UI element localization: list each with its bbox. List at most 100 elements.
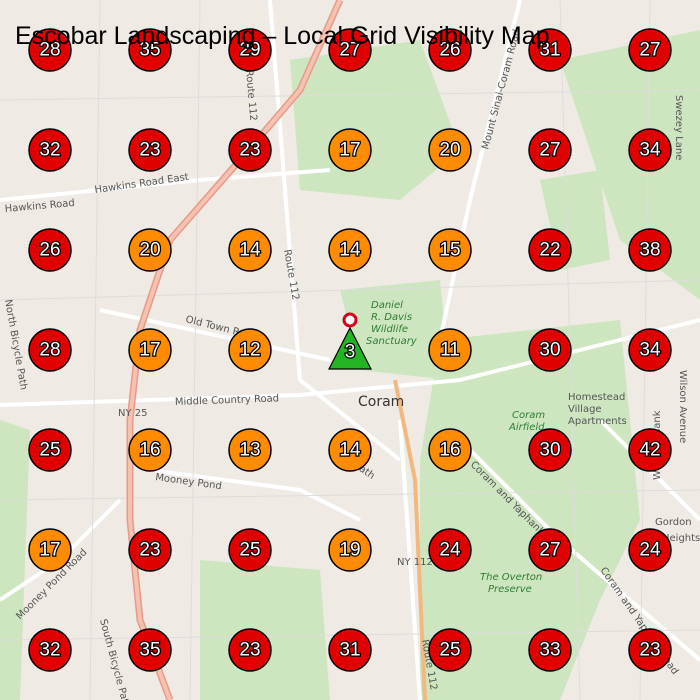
rank-marker — [28, 228, 72, 272]
grid-cell: 33 — [528, 628, 572, 672]
rank-label: 17 — [139, 340, 160, 361]
grid-cell: 17 — [328, 128, 372, 172]
rank-marker — [428, 428, 472, 472]
grid-cell: 31 — [528, 28, 572, 72]
rank-label: 26 — [439, 40, 460, 61]
map-label: Wildlife — [371, 324, 408, 335]
rank-marker — [128, 28, 172, 72]
rank-label: 28 — [39, 340, 60, 361]
rank-label: 32 — [39, 140, 60, 161]
grid-cell: 15 — [428, 228, 472, 272]
grid-cell: 29 — [228, 28, 272, 72]
rank-marker — [228, 228, 272, 272]
rank-label: 25 — [439, 640, 460, 661]
grid-cell: 16 — [128, 428, 172, 472]
rank-label: 31 — [339, 640, 360, 661]
rank-marker — [28, 328, 72, 372]
rank-label: 20 — [439, 140, 460, 161]
rank-label: 25 — [239, 540, 260, 561]
rank-marker — [428, 28, 472, 72]
grid-cell: 20 — [428, 128, 472, 172]
rank-label: 33 — [539, 640, 560, 661]
rank-label: 30 — [539, 340, 560, 361]
map-label: Homestead — [568, 392, 625, 403]
rank-marker — [628, 628, 672, 672]
rank-marker — [128, 628, 172, 672]
map-title: Escobar Landscaping – Local Grid Visibil… — [15, 22, 550, 50]
rank-marker — [428, 128, 472, 172]
grid-cell: 26 — [28, 228, 72, 272]
grid-cell: 25 — [28, 428, 72, 472]
map-label: Preserve — [488, 584, 532, 595]
rank-label: 14 — [339, 440, 361, 461]
rank-marker — [528, 628, 572, 672]
grid-markers: 28 35 29 27 26 31 27 32 23 23 17 20 27 34 26 20 14 14 15 22… — [28, 28, 672, 672]
rank-label: 26 — [39, 240, 60, 261]
rank-marker — [428, 228, 472, 272]
rank-label: 22 — [539, 240, 560, 261]
grid-cell: 14 — [328, 428, 372, 472]
grid-cell: 24 — [628, 528, 672, 572]
grid-cell: 30 — [528, 428, 572, 472]
rank-marker — [328, 228, 372, 272]
map-label: Route 112 — [243, 69, 258, 121]
rank-label: 35 — [139, 640, 160, 661]
rank-marker — [228, 628, 272, 672]
rank-marker — [528, 328, 572, 372]
rank-label: 28 — [39, 40, 60, 61]
grid-cell: 24 — [428, 528, 472, 572]
grid-cell: 3 — [328, 326, 372, 370]
grid-cell: 35 — [128, 28, 172, 72]
rank-label: 11 — [440, 340, 460, 361]
rank-label: 32 — [39, 640, 60, 661]
map-label: Village — [568, 404, 602, 415]
rank-label: 30 — [539, 440, 560, 461]
grid-cell: 42 — [628, 428, 672, 472]
rank-marker — [228, 428, 272, 472]
rank-marker — [628, 328, 672, 372]
grid-cell: 30 — [528, 328, 572, 372]
rank-label: 24 — [439, 540, 461, 561]
rank-marker — [328, 128, 372, 172]
rank-marker — [228, 128, 272, 172]
rank-marker — [528, 528, 572, 572]
rank-label: 19 — [339, 540, 360, 561]
rank-marker — [528, 428, 572, 472]
map-label: Wilson Avenue — [677, 370, 688, 443]
grid-cell: 27 — [528, 528, 572, 572]
business-pin — [342, 312, 358, 328]
grid-cell: 23 — [228, 128, 272, 172]
rank-marker — [328, 528, 372, 572]
rank-marker — [428, 528, 472, 572]
rank-label: 14 — [239, 240, 261, 261]
rank-marker — [328, 28, 372, 72]
map-label: Gordon — [655, 517, 692, 528]
rank-label: 23 — [239, 640, 260, 661]
map-label: Swezey Lane — [673, 95, 684, 160]
rank-label: 20 — [139, 240, 160, 261]
grid-cell: 27 — [628, 28, 672, 72]
grid-cell: 17 — [128, 328, 172, 372]
map-label: Apartments — [568, 416, 627, 427]
rank-label: 13 — [239, 440, 260, 461]
map-label: NY 25 — [118, 408, 148, 419]
rank-label: 27 — [339, 40, 360, 61]
rank-label: 34 — [639, 140, 661, 161]
rank-marker — [628, 228, 672, 272]
rank-label: 42 — [639, 440, 660, 461]
map-label: Sanctuary — [366, 336, 418, 347]
grid-cell: 23 — [228, 628, 272, 672]
grid-cell: 14 — [228, 228, 272, 272]
grid-cell: 20 — [128, 228, 172, 272]
grid-cell: 27 — [528, 128, 572, 172]
rank-marker — [428, 328, 472, 372]
center-marker — [328, 326, 372, 370]
highway-inner — [128, 0, 342, 700]
rank-marker — [528, 28, 572, 72]
rank-label: 29 — [239, 40, 260, 61]
rank-marker — [328, 628, 372, 672]
grid-cell: 23 — [128, 128, 172, 172]
grid-cell: 14 — [328, 228, 372, 272]
